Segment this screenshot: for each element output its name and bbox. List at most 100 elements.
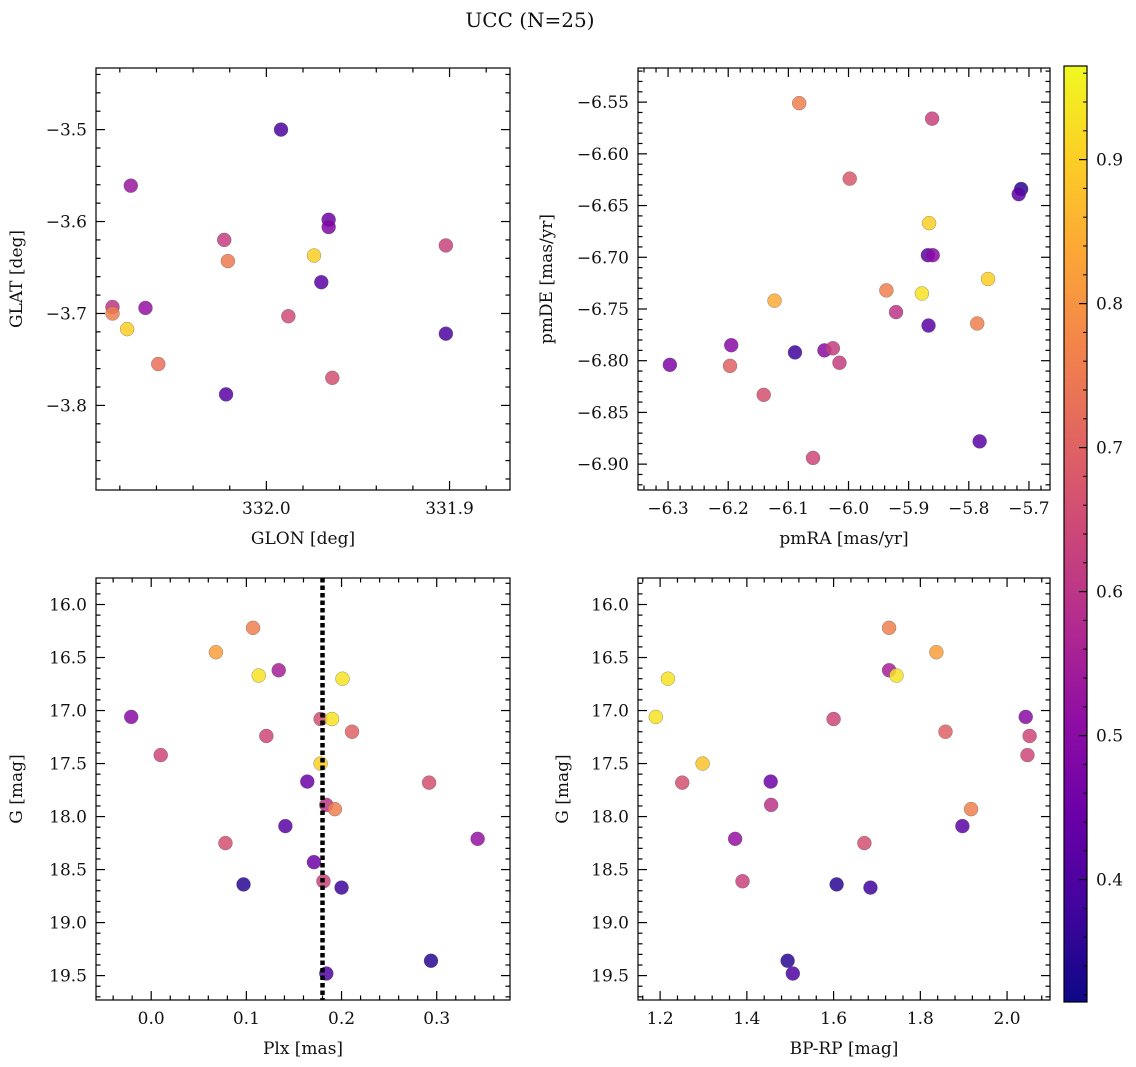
x-tick-label: 331.9 [425, 499, 474, 519]
axes-frame [637, 67, 1051, 491]
data-point [423, 953, 439, 969]
x-tick-label: 332.0 [242, 499, 291, 519]
data-point [245, 620, 261, 636]
data-point [785, 966, 801, 981]
x-tick-label: 1.6 [820, 1009, 847, 1029]
data-point [787, 345, 803, 360]
data-point [259, 728, 274, 744]
y-tick-label: 17.5 [591, 755, 629, 775]
data-point [218, 835, 233, 851]
scatter-points [123, 620, 485, 981]
y-tick-label: 19.0 [591, 914, 629, 934]
axis-ticks [638, 578, 1050, 1000]
data-point [76, 357, 90, 371]
data-point [220, 253, 236, 269]
y-tick-label: 18.5 [591, 861, 629, 881]
y-tick-label: −6.80 [577, 352, 629, 372]
data-point [722, 358, 738, 374]
data-point [648, 709, 664, 725]
x-tick-label: −5.9 [888, 499, 929, 519]
data-point [281, 308, 296, 324]
data-point [842, 171, 857, 186]
data-point [321, 219, 336, 235]
data-point [438, 238, 454, 253]
data-point [780, 953, 795, 969]
data-point [29, 287, 43, 301]
data-point [695, 756, 710, 771]
axes-frame [637, 577, 1051, 1001]
y-tick-label: −6.70 [577, 248, 629, 268]
y-tick-label: 18.0 [591, 808, 629, 828]
panel-1: 331.9 332.0 −3.8 −3.7 −3.6 −3.5 GLON [deg] GLAT… [7, 67, 511, 549]
x-tick-label: 1.8 [907, 1009, 934, 1029]
data-point [963, 801, 979, 817]
data-point [863, 880, 878, 895]
y-tick-label: −6.90 [577, 455, 629, 475]
data-point [278, 818, 293, 834]
y-tick-label: 17.0 [49, 702, 87, 722]
data-point [805, 450, 821, 466]
data-point [660, 671, 676, 686]
data-point [763, 774, 778, 789]
data-point [857, 835, 872, 851]
y-tick-label: 19.5 [591, 967, 629, 987]
data-point [251, 668, 266, 683]
data-point [218, 387, 234, 402]
x-tick-label: 0.1 [233, 1009, 260, 1029]
data-point [105, 306, 120, 321]
data-point [925, 247, 940, 263]
colorbar: 0.4 0.5 0.6 0.7 0.8 0.9 [1063, 65, 1123, 1003]
data-point [921, 318, 936, 333]
data-point [938, 724, 953, 739]
data-point [914, 286, 930, 301]
scatter-panels: 331.9 332.0 −3.8 −3.7 −3.6 −3.5 GLON [deg] GLAT… [7, 67, 1051, 1059]
data-point [1022, 728, 1037, 744]
data-point [208, 644, 224, 660]
y-tick-label: 19.0 [49, 914, 87, 934]
colorbar-gradient [1064, 66, 1087, 1002]
x-tick-label: −6.1 [768, 499, 809, 519]
colorbar-tick-label: 0.7 [1096, 439, 1123, 459]
figure-title: UCC (N=25) [465, 8, 594, 32]
data-point [74, 163, 88, 177]
data-point [273, 122, 289, 137]
scatter-points [662, 95, 1029, 466]
data-point [314, 274, 329, 290]
data-point [826, 711, 841, 727]
data-point [1011, 186, 1026, 202]
data-point [888, 304, 904, 320]
scatter-points [648, 620, 1037, 981]
data-point [334, 880, 349, 895]
data-point [153, 747, 168, 763]
data-point [151, 356, 166, 372]
y-tick-label: 16.0 [591, 596, 629, 616]
x-tick-label: 1.4 [733, 1009, 760, 1029]
panel-3: 0.0 0.1 0.2 0.3 16.0 16.5 17.0 17.5 18.0 18.5 19.0… [7, 577, 511, 1059]
x-tick-label: 1.2 [647, 1009, 674, 1029]
data-point [1018, 709, 1033, 725]
y-tick-label: 17.0 [591, 702, 629, 722]
colorbar-frame [1063, 65, 1088, 1003]
y-tick-label: 18.5 [49, 861, 87, 881]
x-tick-label: −6.3 [647, 499, 688, 519]
y-axis-label: G [mag] [7, 754, 27, 823]
scatter-points [29, 122, 454, 402]
x-axis-label: GLON [deg] [251, 529, 355, 549]
y-tick-label: 16.0 [49, 596, 87, 616]
data-point [470, 831, 485, 847]
y-tick-label: −6.65 [577, 197, 629, 217]
data-point [881, 620, 897, 636]
colorbar-tick-label: 0.6 [1096, 583, 1123, 603]
data-point [972, 434, 987, 449]
axis-ticks [96, 578, 510, 1000]
data-point [735, 873, 750, 889]
axes-frame [95, 67, 511, 491]
data-point [829, 877, 844, 892]
data-point [123, 178, 139, 193]
data-point [723, 337, 739, 353]
y-tick-label: 16.5 [591, 649, 629, 669]
y-tick-label: −3.5 [46, 121, 87, 141]
data-point [763, 797, 779, 813]
data-point [791, 95, 807, 111]
